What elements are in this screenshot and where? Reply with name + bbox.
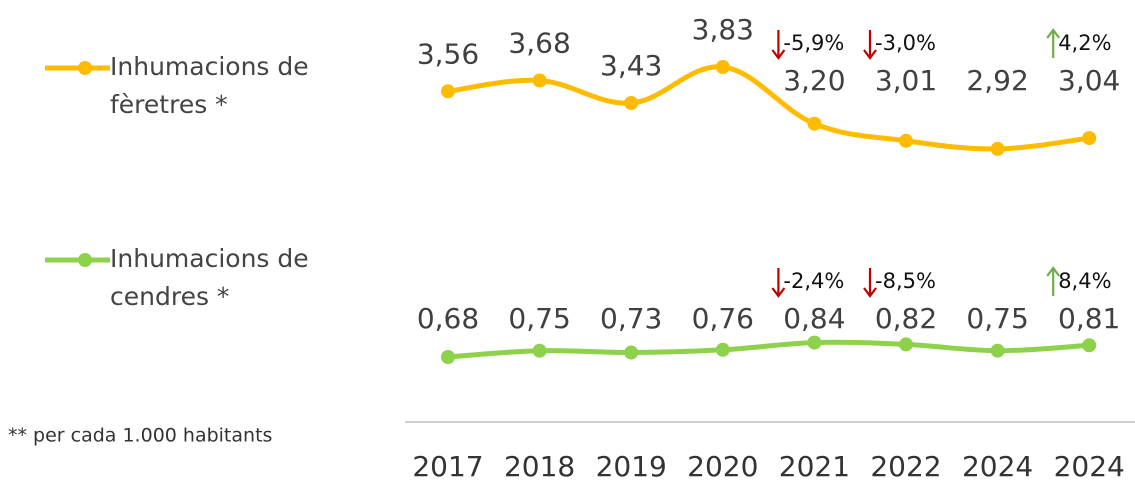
change-arrow bbox=[863, 268, 877, 298]
series-line bbox=[447, 339, 1090, 360]
data-label: 0,81 bbox=[1058, 302, 1120, 335]
change-arrow bbox=[1046, 266, 1061, 296]
point bbox=[441, 350, 455, 364]
x-tick-label: 2018 bbox=[504, 450, 575, 483]
point bbox=[990, 343, 1005, 358]
legend-label: Inhumacions de fèretres * bbox=[110, 52, 309, 119]
change-label: -5,9% bbox=[783, 31, 844, 55]
point bbox=[990, 141, 1005, 156]
data-label: 0,75 bbox=[966, 302, 1028, 335]
data-label: 2,92 bbox=[966, 64, 1028, 97]
point bbox=[1082, 131, 1097, 146]
data-label: 3,04 bbox=[1058, 64, 1120, 97]
data-label: 0,82 bbox=[875, 302, 937, 335]
data-label: 0,76 bbox=[692, 302, 754, 335]
point bbox=[441, 84, 455, 99]
data-label: 0,84 bbox=[783, 302, 845, 335]
data-label: 3,68 bbox=[508, 27, 570, 60]
point bbox=[807, 335, 822, 350]
legend-marker bbox=[78, 61, 92, 75]
legend-marker bbox=[78, 253, 92, 267]
x-tick-label: 2024 bbox=[962, 450, 1033, 483]
change-arrow bbox=[771, 30, 786, 60]
x-tick-label: 2020 bbox=[687, 450, 758, 483]
x-tick-label: 2022 bbox=[870, 450, 941, 483]
data-label: 0,75 bbox=[508, 302, 570, 335]
legend-label: Inhumacions de cendres * bbox=[110, 244, 309, 311]
x-tick-label: 2019 bbox=[596, 450, 667, 483]
point bbox=[624, 96, 639, 110]
change-arrow bbox=[1046, 28, 1061, 58]
note: ** per cada 1.000 habitants bbox=[8, 425, 272, 447]
data-label: 3,83 bbox=[692, 13, 754, 46]
data-label: 0,73 bbox=[600, 302, 662, 335]
x-tick-label: 2021 bbox=[779, 450, 850, 483]
change-label: -8,5% bbox=[875, 269, 936, 293]
data-label: 3,56 bbox=[417, 37, 479, 70]
change-label: -2,4% bbox=[783, 269, 844, 293]
change-arrow bbox=[771, 268, 786, 298]
point bbox=[532, 73, 547, 88]
legend-entry: Inhumacions de fèretres * bbox=[110, 52, 309, 119]
data-label: 3,43 bbox=[600, 49, 662, 82]
point bbox=[899, 337, 913, 352]
change-label: 8,4% bbox=[1058, 269, 1111, 293]
change-label: -3,0% bbox=[875, 31, 936, 55]
change-arrow bbox=[863, 30, 877, 60]
point bbox=[624, 345, 639, 360]
point bbox=[532, 343, 547, 358]
x-tick-label: 2024 bbox=[1054, 450, 1125, 483]
point bbox=[807, 116, 822, 131]
point bbox=[1082, 338, 1097, 353]
point bbox=[715, 342, 730, 357]
legend-entry: Inhumacions de cendres * bbox=[110, 244, 309, 311]
data-label: 3,20 bbox=[783, 64, 845, 97]
point bbox=[899, 133, 913, 148]
change-label: 4,2% bbox=[1058, 31, 1111, 55]
data-label: 0,68 bbox=[417, 302, 479, 335]
data-label: 3,01 bbox=[875, 64, 937, 97]
series-line bbox=[447, 64, 1090, 152]
x-tick-label: 2017 bbox=[412, 450, 483, 483]
point bbox=[715, 60, 730, 74]
